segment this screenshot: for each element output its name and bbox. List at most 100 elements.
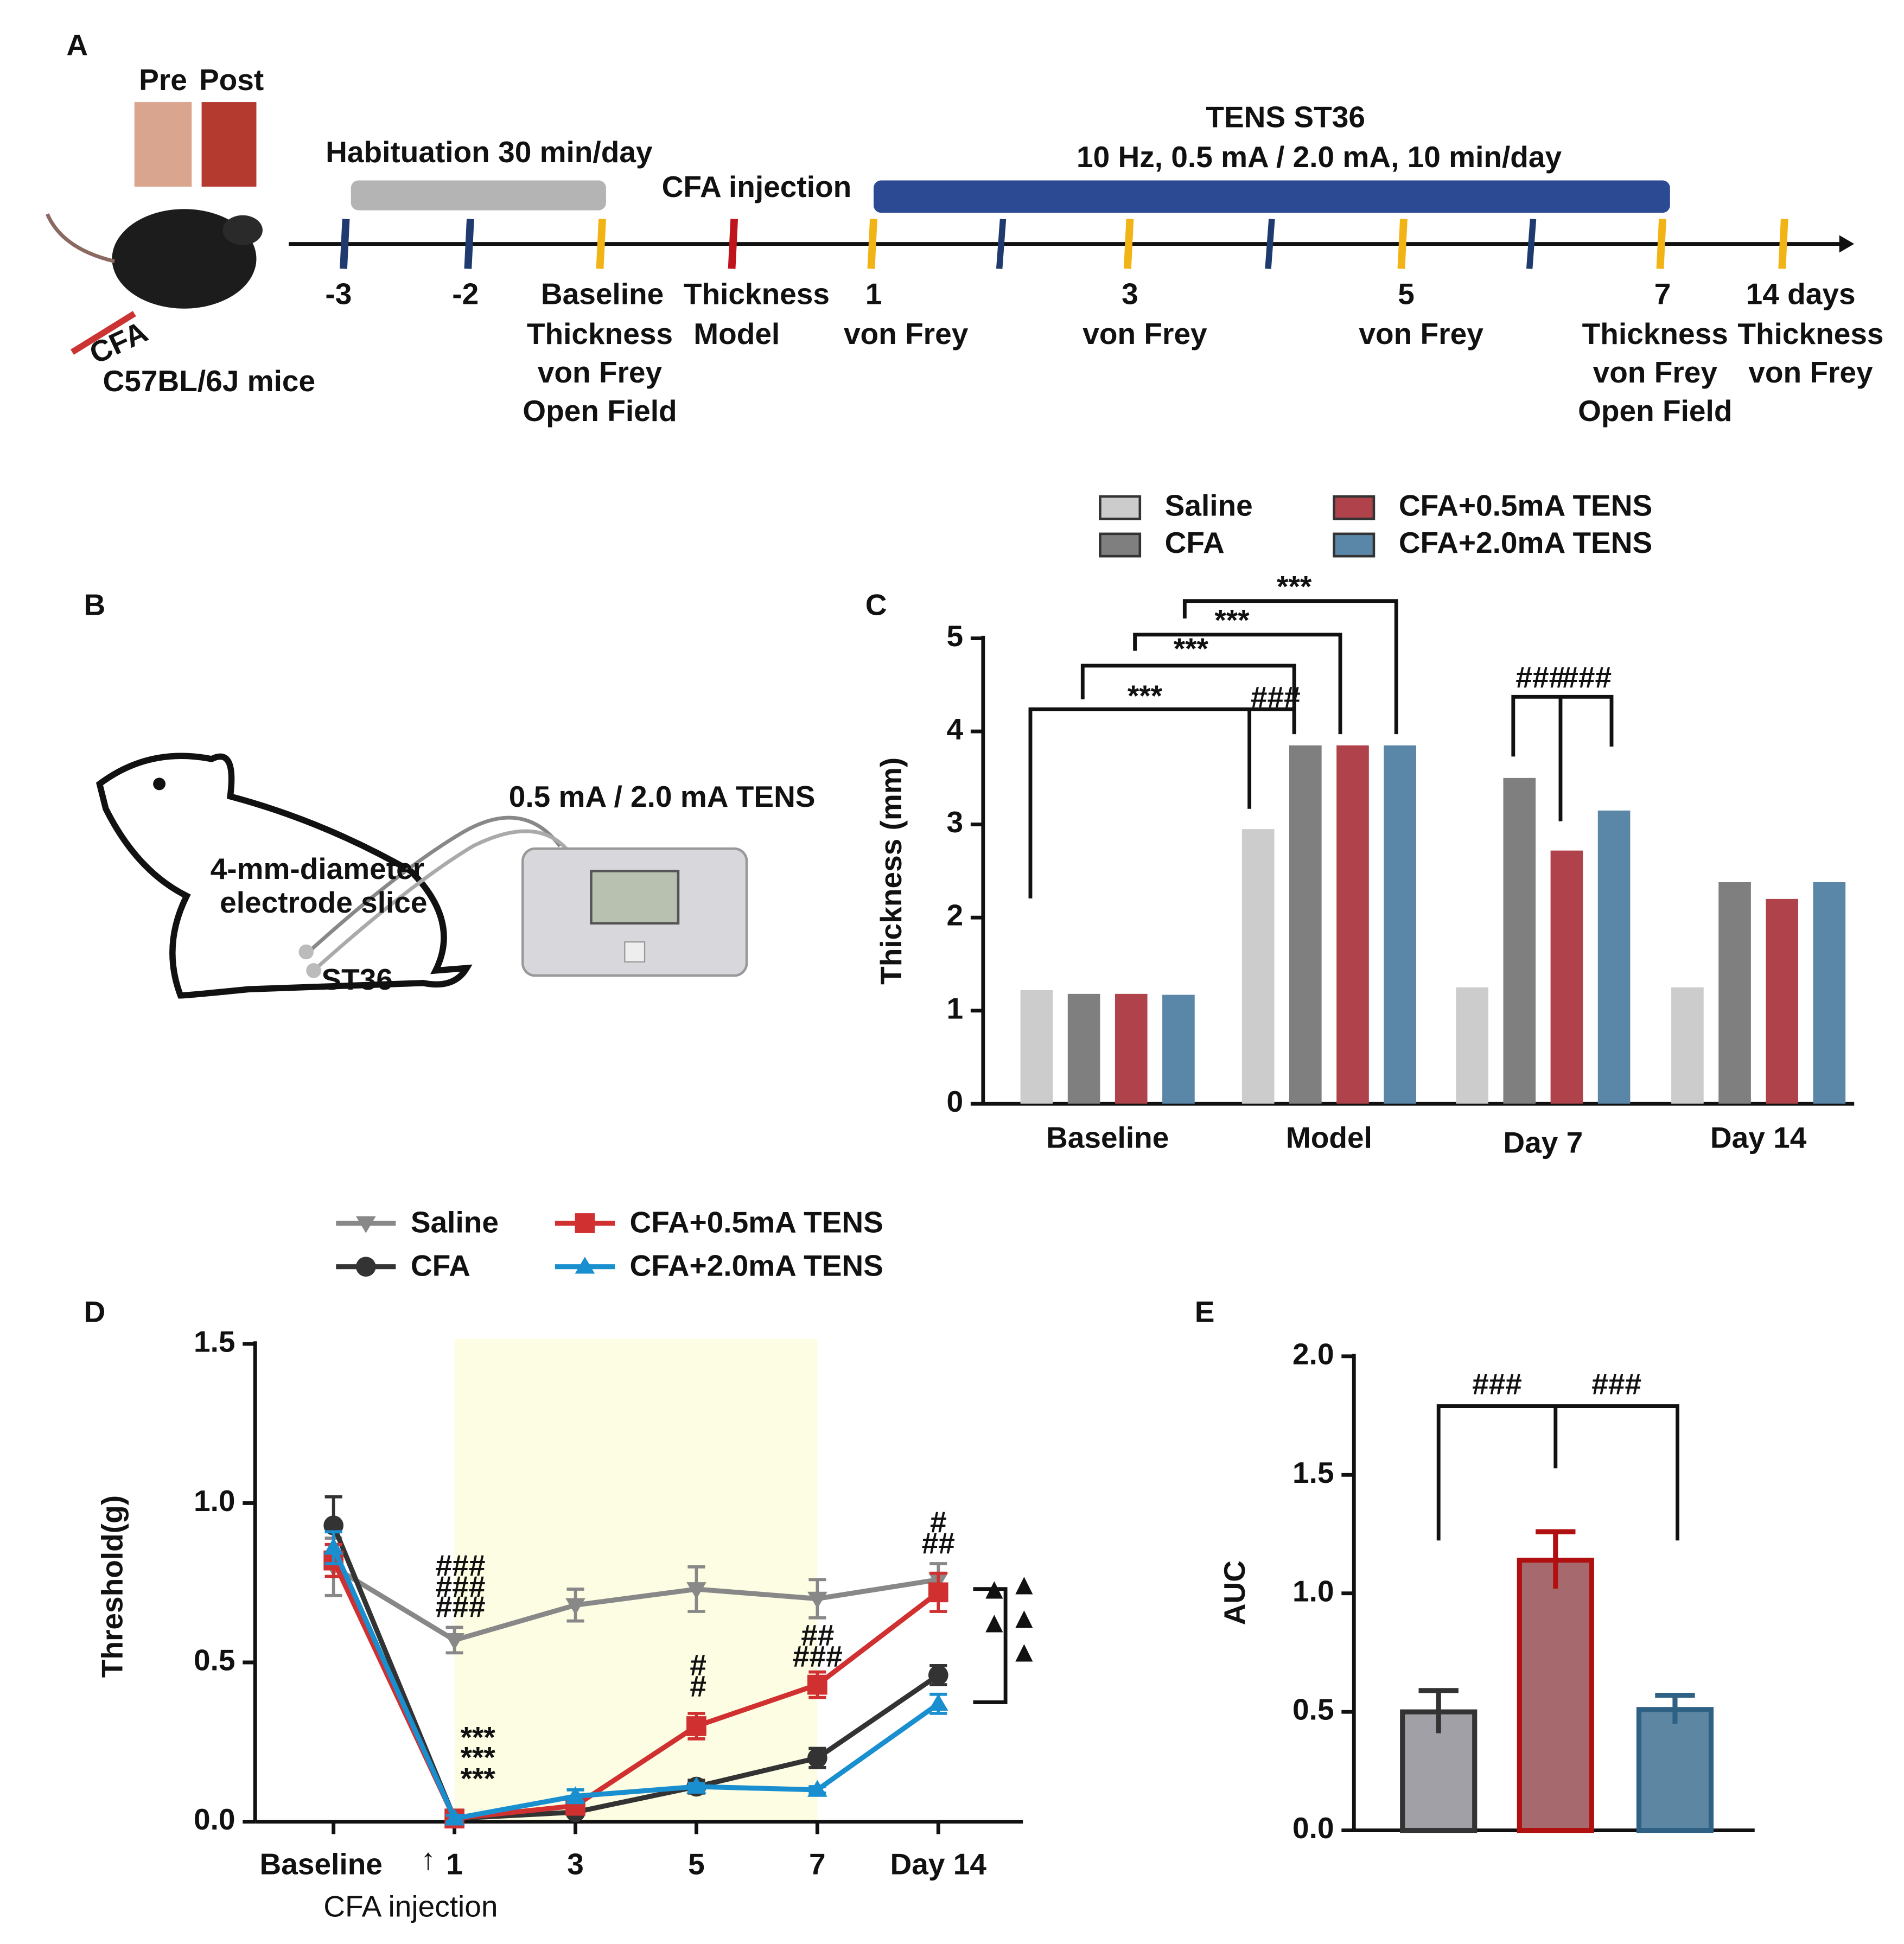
- injection-label: CFA injection: [662, 170, 852, 203]
- marker: [355, 1216, 376, 1233]
- tens-bar: [874, 180, 1670, 213]
- timeline-note: von Frey: [844, 317, 969, 350]
- marker: [807, 1780, 827, 1797]
- significance-label: ###: [436, 1548, 486, 1582]
- significance-label: ***: [461, 1720, 496, 1754]
- acupoint-label: ST36: [321, 963, 393, 996]
- significance-label: ###: [1251, 680, 1301, 713]
- bar: [1636, 1707, 1714, 1833]
- y-tick-label: 1.0: [1292, 1574, 1334, 1608]
- timeline-tick: [1656, 219, 1666, 269]
- legend-label: CFA: [1165, 526, 1225, 559]
- timeline-note: von Frey: [1748, 355, 1873, 389]
- y-tick-label: 2.0: [1292, 1337, 1334, 1371]
- significance-bracket: [1028, 707, 1296, 898]
- x-tick-label: Day 14: [1710, 1120, 1807, 1154]
- legend-swatch: [1333, 532, 1376, 558]
- significance-bracket: [1080, 664, 1296, 732]
- timeline-label: Thickness: [684, 277, 830, 310]
- legend-swatch: [1099, 532, 1142, 558]
- marker: [686, 1716, 706, 1736]
- significance-label: ###: [1472, 1367, 1522, 1400]
- y-axis-label: Threshold(g): [95, 1495, 129, 1678]
- marker: [565, 1598, 585, 1615]
- significance-bracket: [1436, 1404, 1680, 1541]
- y-tick-label: 3: [947, 805, 964, 839]
- significance-bracket: [1133, 633, 1342, 735]
- legend-swatch: [1099, 495, 1142, 520]
- bar: [1671, 987, 1704, 1104]
- x-tick-label: 1: [446, 1847, 463, 1881]
- marker: [807, 1591, 827, 1609]
- x-tick-label: Day 14: [890, 1847, 987, 1881]
- x-tick-label: Day 7: [1503, 1125, 1583, 1159]
- significance-label: ###: [436, 1590, 486, 1623]
- syringe: [71, 311, 136, 355]
- bar: [1162, 995, 1195, 1104]
- timeline-note: Model: [693, 317, 780, 350]
- post-photo: [201, 102, 257, 187]
- bar: [1384, 745, 1416, 1104]
- legend-label: Saline: [1165, 488, 1253, 522]
- stimulus-label: 0.5 mA / 2.0 mA TENS: [509, 780, 816, 813]
- bar: [1241, 829, 1275, 1104]
- photo-label: Pre: [139, 63, 187, 97]
- marker: [686, 1776, 706, 1794]
- electrode-label: electrode slice: [220, 885, 427, 919]
- habituation-label: Habituation 30 min/day: [326, 135, 653, 169]
- bar: [1115, 993, 1148, 1104]
- marker: [575, 1257, 595, 1274]
- panel-letter: A: [66, 28, 88, 62]
- timeline-note: von Frey: [1359, 317, 1483, 350]
- error-bar: [1655, 1693, 1695, 1724]
- significance-label: ###: [793, 1640, 843, 1673]
- timeline-note: Open Field: [1578, 394, 1732, 428]
- legend-label: CFA: [411, 1249, 470, 1283]
- legend-label: CFA+2.0mA TENS: [630, 1249, 883, 1283]
- treatment-window: [454, 1339, 818, 1822]
- bar: [1718, 882, 1751, 1104]
- bar: [1067, 993, 1100, 1104]
- timeline-tick: [867, 219, 877, 269]
- bar: [1813, 882, 1846, 1104]
- y-tick-label: 1: [947, 991, 964, 1025]
- significance-label: ▲▲▲: [1007, 1567, 1041, 1668]
- line: [331, 1546, 940, 1821]
- marker: [575, 1213, 595, 1233]
- significance-label: ###: [436, 1570, 486, 1603]
- marker: [323, 1538, 344, 1555]
- y-tick-label: 0: [947, 1085, 964, 1118]
- marker: [565, 1786, 585, 1803]
- bar: [1336, 745, 1369, 1104]
- panel-letter: E: [1195, 1295, 1215, 1328]
- legend-label: Saline: [411, 1205, 499, 1239]
- mouse-head: [222, 215, 263, 245]
- timeline-tick: [464, 219, 474, 269]
- y-tick-label: 2: [947, 898, 964, 932]
- mouse-strain: C57BL/6J mice: [103, 364, 316, 398]
- marker: [807, 1674, 827, 1695]
- marker: [444, 1633, 464, 1650]
- electrode: [306, 963, 321, 978]
- timeline-note: Open Field: [523, 394, 677, 428]
- significance-label: #: [690, 1669, 706, 1703]
- y-tick-label: 0.5: [1292, 1693, 1334, 1726]
- x-tick-label: 3: [567, 1847, 584, 1881]
- y-axis-label: AUC: [1218, 1560, 1251, 1625]
- marker: [928, 1693, 948, 1711]
- injection-label: CFA injection: [323, 1890, 498, 1923]
- x-tick-label: Baseline: [260, 1847, 383, 1881]
- electrode-label: 4-mm-diameter: [211, 852, 425, 885]
- line: [332, 1564, 939, 1643]
- significance-label: #: [930, 1505, 947, 1539]
- y-tick-label: 0.0: [194, 1802, 235, 1836]
- panel-letter: B: [84, 588, 105, 622]
- panel-letter: C: [865, 588, 887, 622]
- significance-bracket: [1182, 599, 1398, 735]
- timeline-label: 14 days: [1746, 277, 1856, 310]
- timeline-tick: [340, 219, 350, 269]
- timeline-tick: [596, 219, 606, 269]
- significance-label: ###: [1562, 660, 1612, 694]
- mouse-eye: [153, 777, 166, 791]
- significance-bracket: [973, 1587, 1008, 1704]
